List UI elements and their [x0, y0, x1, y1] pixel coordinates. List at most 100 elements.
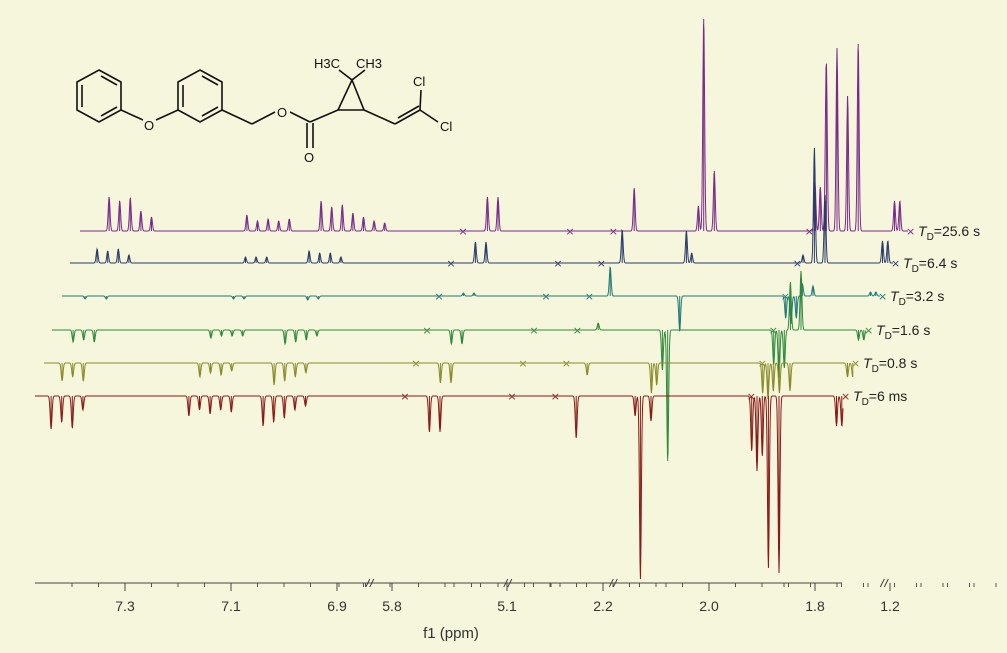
- axis-break: [883, 578, 889, 588]
- trace-line: [80, 24, 908, 232]
- break-marker: ×: [597, 257, 606, 270]
- methyl-bond: [351, 69, 366, 81]
- trace-label-value: =0.8 s: [879, 355, 918, 371]
- trace-6: × ×× × × TD=6 ms: [35, 388, 907, 579]
- trace-1: × ×× × × TD=25.6 s: [80, 19, 980, 243]
- tick-label: 2.2: [593, 598, 613, 614]
- trace-label-value: =6 ms: [869, 388, 908, 404]
- break-marker: ×: [518, 357, 527, 370]
- break-marker: ×: [551, 390, 560, 403]
- break-marker: ×: [411, 357, 420, 370]
- trace-label-value: =25.6 s: [934, 223, 980, 239]
- axis-break: [369, 578, 375, 588]
- x-axis-major-ticks: [124, 583, 891, 591]
- ether-oxygen-label: O: [144, 118, 154, 133]
- trace-label-value: =1.6 s: [892, 322, 931, 338]
- chlorine-bond: [419, 89, 422, 111]
- chlorine-bottom-label: Cl: [440, 119, 452, 134]
- benzyl-bond: [251, 111, 276, 125]
- trace-line: [70, 148, 893, 264]
- x-axis: 7.3 7.1 6.9 5.8 5.1 2.2 2.0 1.8 1.2 f1 (ppm): [35, 578, 997, 642]
- spectrum-traces: × ×× × × TD=25.6 s× ×× × × TD=6.4 s× ×× × × TD=3.2 s…: [35, 19, 980, 579]
- ester-bond: [289, 111, 311, 123]
- break-marker: ×: [769, 324, 778, 337]
- axis-break: [608, 578, 614, 588]
- phenyl-ring-center: [177, 69, 223, 123]
- ether-bond: [155, 109, 179, 121]
- trace-3: × ×× × × TD=3.2 s: [62, 265, 944, 332]
- trace-label-symbol: T: [853, 388, 863, 404]
- trace-end-marker: ×: [841, 390, 850, 403]
- trace-label: TD=25.6 s: [918, 223, 980, 243]
- axis-break: [879, 578, 885, 588]
- break-marker: ×: [529, 324, 538, 337]
- tick-label: 1.2: [880, 598, 900, 614]
- break-marker: ×: [458, 225, 467, 238]
- trace-label-symbol: T: [903, 255, 913, 271]
- break-marker: ×: [573, 324, 582, 337]
- chlorine-bond: [419, 109, 439, 123]
- carbonyl-oxygen-label: O: [304, 150, 314, 165]
- x-axis-breaks: [365, 578, 889, 588]
- ether-bond: [120, 109, 144, 121]
- break-marker: ×: [758, 357, 767, 370]
- x-axis-minor-ticks: [71, 583, 997, 587]
- trace-label-value: =6.4 s: [919, 255, 958, 271]
- chlorine-top-label: Cl: [413, 74, 425, 89]
- break-marker: ×: [422, 324, 431, 337]
- tick-label: 7.1: [221, 598, 241, 614]
- vinyl-double-bond: [394, 109, 421, 125]
- break-marker: ×: [446, 257, 455, 270]
- cyclopropane-ring: [336, 77, 366, 111]
- phenyl-ring-left-double-bond: [100, 75, 118, 86]
- tick-label: 5.8: [382, 598, 402, 614]
- break-marker: ×: [747, 390, 756, 403]
- trace-end-marker: ×: [878, 290, 887, 303]
- trace-5: × × × × × TD=0.8 s: [44, 355, 917, 400]
- break-marker: ×: [609, 225, 618, 238]
- trace-line: [52, 270, 867, 458]
- tick-label: 5.1: [497, 598, 517, 614]
- trace-label: TD=6.4 s: [903, 255, 957, 275]
- phenyl-ring-left: [76, 69, 122, 123]
- break-marker: ×: [565, 225, 574, 238]
- phenyl-ring-center-double-bond: [201, 75, 219, 86]
- trace-label-symbol: T: [918, 223, 928, 239]
- trace-line: [62, 265, 880, 332]
- break-marker: ×: [793, 257, 802, 270]
- trace-label-subscript: D: [912, 264, 919, 275]
- x-axis-title: f1 (ppm): [423, 625, 479, 642]
- phenyl-ring-left-double-bond: [100, 106, 118, 117]
- trace-label: TD=0.8 s: [863, 355, 917, 375]
- tick-label: 2.0: [699, 598, 719, 614]
- break-marker: ×: [400, 390, 409, 403]
- break-marker: ×: [585, 290, 594, 303]
- trace-label-value: =3.2 s: [906, 288, 945, 304]
- break-marker: ×: [553, 257, 562, 270]
- methyl-left-label: H3C: [314, 56, 340, 71]
- methyl-right-label: CH3: [356, 56, 382, 71]
- trace-label-subscript: D: [927, 232, 934, 243]
- ester-oxygen-label: O: [277, 105, 287, 120]
- axis-break: [365, 578, 371, 588]
- break-marker: ×: [562, 357, 571, 370]
- trace-end-marker: ×: [864, 324, 873, 337]
- tick-label: 6.9: [327, 598, 347, 614]
- break-marker: ×: [434, 290, 443, 303]
- cyclopropane-bond: [309, 109, 339, 123]
- axis-break: [612, 578, 618, 588]
- trace-label-symbol: T: [890, 288, 900, 304]
- tick-label: 7.3: [115, 598, 135, 614]
- trace-label: TD=6 ms: [853, 388, 907, 408]
- trace-2: × ×× × × TD=6.4 s: [70, 148, 957, 275]
- trace-label: TD=1.6 s: [876, 322, 930, 342]
- axis-break: [507, 578, 513, 588]
- trace-label: TD=3.2 s: [890, 288, 944, 308]
- molecule-structure: [76, 69, 439, 148]
- trace-end-marker: ×: [906, 225, 915, 238]
- trace-label-subscript: D: [862, 397, 869, 408]
- phenyl-ring-center-double-bond: [201, 106, 219, 117]
- vinyl-bond: [363, 109, 396, 125]
